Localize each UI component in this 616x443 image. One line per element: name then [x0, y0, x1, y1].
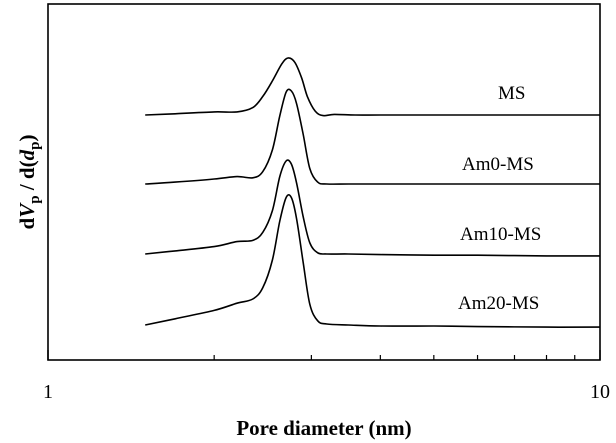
y-axis-title-sub-p1: p [27, 195, 43, 203]
series-labels: MS Am0-MS Am10-MS Am20-MS [458, 83, 541, 314]
series-curves [145, 57, 601, 328]
y-axis-title-d: d [15, 217, 39, 229]
series-line-am10-ms [145, 159, 601, 257]
series-label-am20-ms: Am20-MS [458, 293, 539, 314]
y-axis-title-sub-p2: p [27, 142, 43, 150]
y-axis-title: dVp / d(dp) [15, 135, 43, 230]
y-axis-title-V: V [15, 202, 39, 218]
y-axis-title-dp: d [15, 149, 39, 160]
x-axis-title: Pore diameter (nm) [236, 416, 411, 440]
x-tick-label-10: 10 [590, 381, 610, 403]
series-line-ms [145, 57, 600, 117]
x-axis-ticks [47, 350, 601, 360]
x-tick-label-1: 1 [43, 381, 53, 403]
series-label-am10-ms: Am10-MS [460, 224, 541, 245]
series-label-ms: MS [498, 83, 525, 104]
plot-frame [47, 3, 601, 361]
series-line-am20-ms [145, 194, 601, 328]
series-line-am0-ms [145, 88, 600, 185]
y-axis-title-close: ) [15, 135, 39, 142]
y-axis-title-slash: / d( [15, 160, 39, 195]
series-label-am0-ms: Am0-MS [462, 154, 534, 175]
